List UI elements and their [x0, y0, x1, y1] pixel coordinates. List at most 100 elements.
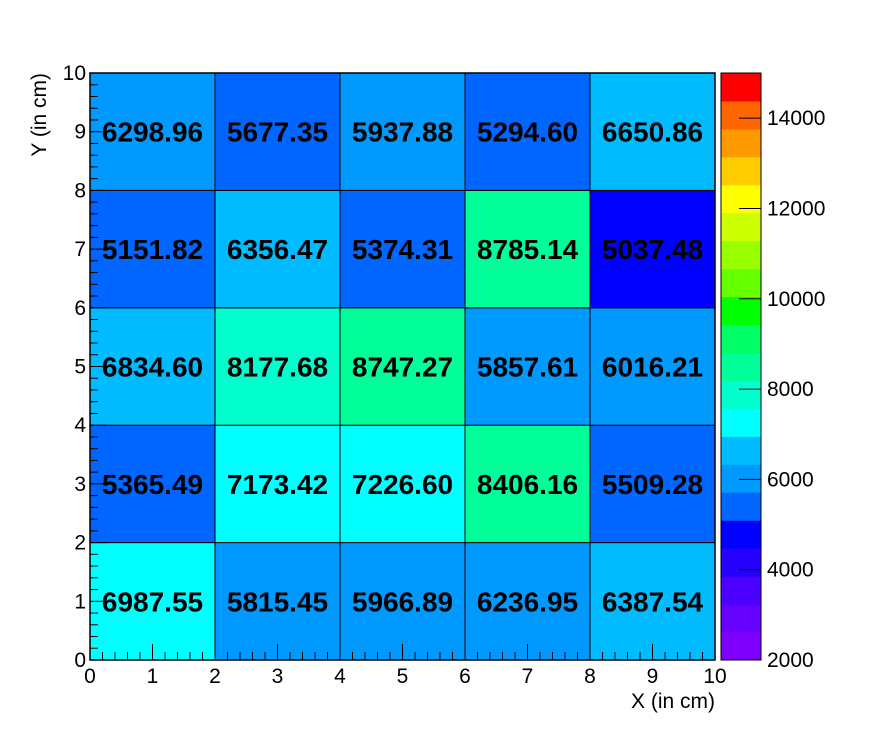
cell-value-label: 6987.55 [102, 586, 203, 617]
colorbar-segment [721, 100, 761, 130]
y-tick-label: 10 [63, 62, 86, 85]
cell-value-label: 5365.49 [102, 469, 203, 500]
cell-value-label: 8785.14 [477, 234, 579, 265]
cell-value-label: 5677.35 [227, 117, 328, 148]
x-axis: 0 1 2 3 4 5 6 7 8 9 10 [84, 644, 727, 688]
y-tick-label: 7 [74, 238, 86, 261]
colorbar-segment [721, 240, 761, 270]
cell-value-label: 8177.68 [227, 352, 328, 383]
heatmap-cells [89, 72, 716, 661]
x-tick-label: 1 [147, 665, 159, 688]
cell-value-label: 5937.88 [352, 117, 453, 148]
colorbar-tick-label: 12000 [767, 197, 825, 220]
colorbar-segment [721, 464, 761, 493]
heatmap-cell [339, 424, 466, 544]
colorbar-segment [721, 324, 761, 354]
cell-value-label: 5374.31 [352, 234, 453, 265]
x-tick-label: 4 [334, 665, 346, 688]
colorbar-segment [721, 184, 761, 214]
heatmap-cell [214, 307, 341, 426]
heatmap-cell [589, 542, 716, 661]
heatmap-cell [589, 72, 716, 191]
colorbar-segment [721, 380, 761, 409]
x-tick-label: 6 [459, 665, 471, 688]
cell-value-label: 6356.47 [227, 234, 328, 265]
heatmap-cell [589, 189, 716, 309]
heatmap-cell [589, 307, 716, 426]
cell-value-label: 7226.60 [352, 469, 453, 500]
heatmap-cell [339, 189, 466, 309]
cell-value-label: 6834.60 [102, 352, 203, 383]
y-tick-label: 0 [74, 649, 86, 672]
cell-value-label: 6650.86 [602, 117, 703, 148]
cell-value-label: 5294.60 [477, 117, 578, 148]
y-tick-label: 8 [74, 179, 86, 202]
colorbar-segment [721, 520, 761, 549]
heatmap-cell [89, 72, 216, 191]
colorbar-segment [721, 436, 761, 465]
colorbar-segment [721, 296, 761, 326]
colorbar-segment [721, 268, 761, 298]
color-scale-bar: 2000 4000 6000 8000 10000 12000 14000 [720, 72, 825, 672]
y-tick-label: 1 [74, 590, 86, 613]
cell-value-label: 6387.54 [602, 586, 704, 617]
heatmap-cell [89, 542, 216, 661]
cell-value-label: 5509.28 [602, 469, 703, 500]
x-tick-label: 8 [584, 665, 596, 688]
x-tick-label: 7 [522, 665, 534, 688]
colorbar-segment [721, 212, 761, 242]
colorbar-segment [721, 128, 761, 158]
y-tick-label: 4 [74, 414, 86, 437]
x-tick-label: 2 [209, 665, 221, 688]
cell-value-label: 6236.95 [477, 586, 578, 617]
cell-value-label: 6016.21 [602, 352, 703, 383]
heatmap-cell [339, 72, 466, 191]
x-tick-label: 9 [647, 665, 659, 688]
colorbar-tick-label: 6000 [767, 468, 814, 491]
cell-value-label: 7173.42 [227, 469, 328, 500]
y-axis: 0 1 2 3 4 5 6 7 8 9 10 [63, 62, 106, 672]
x-tick-label: 10 [703, 665, 726, 688]
heatmap-cell [89, 424, 216, 544]
heatmap-cell [464, 424, 591, 544]
heatmap-cell [339, 307, 466, 426]
colorbar-segment [721, 576, 761, 605]
colorbar-segment [721, 156, 761, 186]
y-tick-label: 6 [74, 297, 86, 320]
colorbar-segment [721, 632, 761, 661]
y-tick-label: 9 [74, 121, 86, 144]
cell-value-label: 5815.45 [227, 586, 328, 617]
cell-value-label: 5151.82 [102, 234, 203, 265]
colorbar-segment [721, 492, 761, 521]
cell-value-label: 6298.96 [102, 117, 203, 148]
cell-value-label: 5857.61 [477, 352, 578, 383]
heatmap-cell [214, 424, 341, 544]
heatmap-cell [214, 542, 341, 661]
cell-value-label: 8747.27 [352, 352, 453, 383]
colorbar-segment [721, 73, 761, 102]
heatmap-cell [589, 424, 716, 544]
colorbar-tick-label: 2000 [767, 649, 814, 672]
colorbar-tick-label: 14000 [767, 107, 825, 130]
colorbar-segment [721, 548, 761, 577]
x-tick-label: 5 [397, 665, 409, 688]
colorbar-segment [721, 352, 761, 381]
x-tick-label: 3 [272, 665, 284, 688]
cell-value-labels: 6987.55 5815.45 5966.89 6236.95 6387.54 5365.… [102, 117, 704, 618]
colorbar-tick-label: 8000 [767, 378, 814, 401]
colorbar-tick-label: 10000 [767, 288, 825, 311]
cell-value-label: 5966.89 [352, 586, 453, 617]
colorbar-segment [721, 408, 761, 437]
cell-value-label: 5037.48 [602, 234, 703, 265]
x-axis-title: X (in cm) [631, 690, 715, 713]
cell-value-label: 8406.16 [477, 469, 578, 500]
heatmap-cell [214, 189, 341, 309]
y-tick-label: 3 [74, 473, 86, 496]
x-tick-label: 0 [84, 665, 96, 688]
colorbar-segment [721, 604, 761, 633]
colorbar-tick-label: 4000 [767, 559, 814, 582]
y-tick-label: 5 [74, 356, 86, 379]
y-axis-title: Y (in cm) [28, 73, 51, 157]
heatmap-cell [464, 542, 591, 661]
